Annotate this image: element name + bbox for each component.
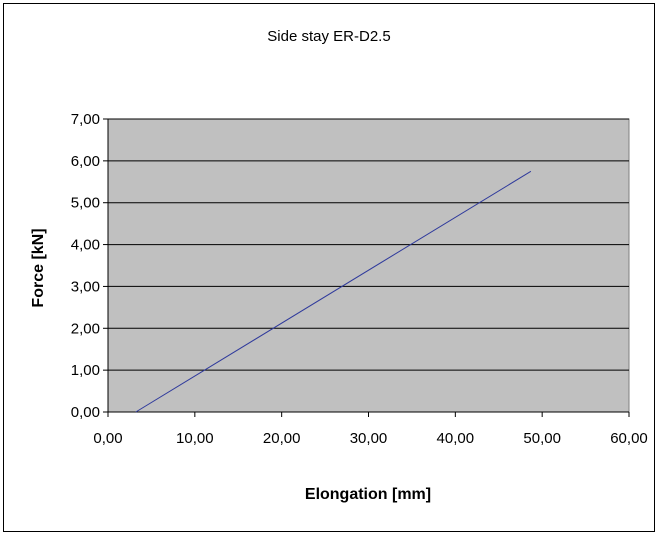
- series-layer: [135, 170, 532, 413]
- x-tick-label-6: 60,00: [610, 430, 648, 447]
- y-tick-label-2: 2,00: [71, 320, 100, 337]
- x-tick-label-5: 50,00: [523, 430, 561, 447]
- y-tick-label-0: 0,00: [71, 404, 100, 421]
- y-tick-label-4: 4,00: [71, 237, 100, 254]
- x-axis-ticks: 0,00 10,00 20,00 30,00 40,00 50,00 60,00: [93, 412, 648, 447]
- y-axis-ticks: 0,00 1,00 2,00 3,00 4,00 5,00 6,00 7,00: [71, 111, 108, 421]
- plot-area: [107, 118, 630, 413]
- y-axis-label: Force [kN]: [30, 228, 47, 307]
- chart-title: Side stay ER-D2.5: [267, 28, 390, 45]
- y-tick-label-7: 7,00: [71, 111, 100, 128]
- y-tick-label-5: 5,00: [71, 195, 100, 212]
- x-tick-label-0: 0,00: [93, 430, 122, 447]
- y-tick-label-3: 3,00: [71, 278, 100, 295]
- x-tick-label-4: 40,00: [437, 430, 475, 447]
- y-tick-label-6: 6,00: [71, 153, 100, 170]
- y-tick-label-1: 1,00: [71, 362, 100, 379]
- x-tick-label-3: 30,00: [350, 430, 388, 447]
- x-tick-label-2: 20,00: [263, 430, 301, 447]
- x-axis-label: Elongation [mm]: [305, 486, 431, 503]
- x-tick-label-1: 10,00: [176, 430, 214, 447]
- series-line-0: [135, 170, 532, 413]
